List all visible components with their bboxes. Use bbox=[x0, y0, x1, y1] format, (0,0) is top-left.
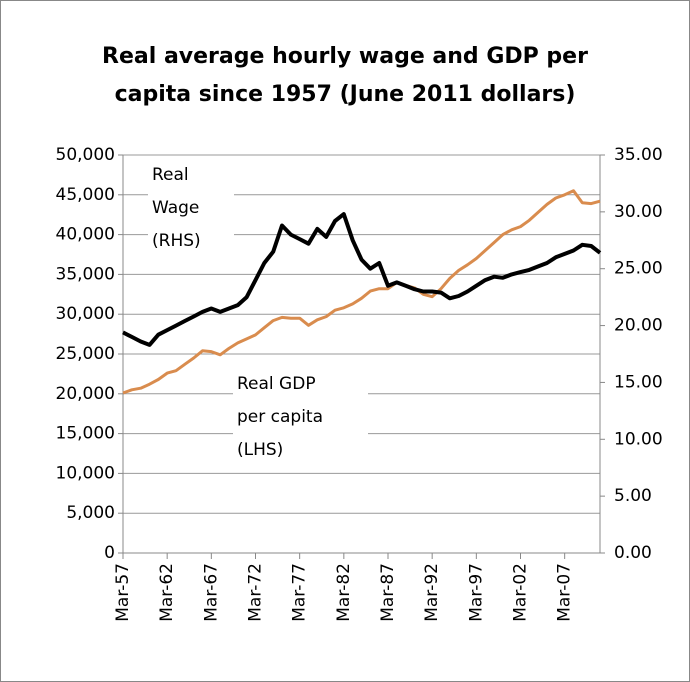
x-tick-label: Mar-82 bbox=[334, 563, 354, 622]
y-tick-label: 15,000 bbox=[56, 424, 115, 444]
y-tick-label: 30,000 bbox=[56, 304, 115, 324]
y2-tick-label: 35.00 bbox=[614, 145, 663, 165]
chart-title: Real average hourly wage and GDP per bbox=[102, 44, 588, 69]
y-tick-label: 40,000 bbox=[56, 225, 115, 245]
y-tick-label: 10,000 bbox=[56, 463, 115, 483]
y2-tick-label: 30.00 bbox=[614, 202, 663, 222]
x-tick-label: Mar-02 bbox=[511, 563, 531, 622]
y-tick-label: 35,000 bbox=[56, 264, 115, 284]
x-tick-label: Mar-97 bbox=[466, 563, 486, 622]
y2-tick-label: 15.00 bbox=[614, 372, 663, 392]
x-tick-label: Mar-67 bbox=[201, 563, 221, 622]
annotation-bg bbox=[233, 371, 368, 470]
x-tick-label: Mar-92 bbox=[422, 563, 442, 622]
data-line bbox=[122, 189, 601, 395]
x-tick-label: Mar-77 bbox=[290, 563, 310, 622]
x-tick-label: Mar-57 bbox=[113, 563, 133, 622]
y-tick-label: 20,000 bbox=[56, 384, 115, 404]
annotation: Real bbox=[152, 165, 189, 185]
annotation: Wage bbox=[152, 198, 199, 218]
y-tick-label: 45,000 bbox=[56, 185, 115, 205]
y-tick-label: 0 bbox=[104, 543, 115, 563]
y-tick-label: 25,000 bbox=[56, 344, 115, 364]
y-tick-label: 50,000 bbox=[56, 145, 115, 165]
annotation: Real GDP bbox=[237, 374, 316, 394]
x-tick-label: Mar-07 bbox=[555, 563, 575, 622]
annotation: (LHS) bbox=[237, 440, 283, 460]
y2-tick-label: 0.00 bbox=[614, 543, 652, 563]
y2-tick-label: 5.00 bbox=[614, 486, 652, 506]
annotation: (RHS) bbox=[152, 231, 201, 251]
x-tick-label: Mar-72 bbox=[246, 563, 266, 622]
y2-tick-label: 25.00 bbox=[614, 259, 663, 279]
data-line bbox=[122, 212, 602, 347]
x-tick-label: Mar-87 bbox=[378, 563, 398, 622]
y-tick-label: 5,000 bbox=[66, 503, 115, 523]
x-tick-label: Mar-62 bbox=[157, 563, 177, 622]
y2-tick-label: 10.00 bbox=[614, 429, 663, 449]
chart-title: capita since 1957 (June 2011 dollars) bbox=[115, 82, 576, 107]
annotation-bg bbox=[148, 162, 234, 261]
annotation: per capita bbox=[237, 407, 323, 427]
y2-tick-label: 20.00 bbox=[614, 316, 663, 336]
